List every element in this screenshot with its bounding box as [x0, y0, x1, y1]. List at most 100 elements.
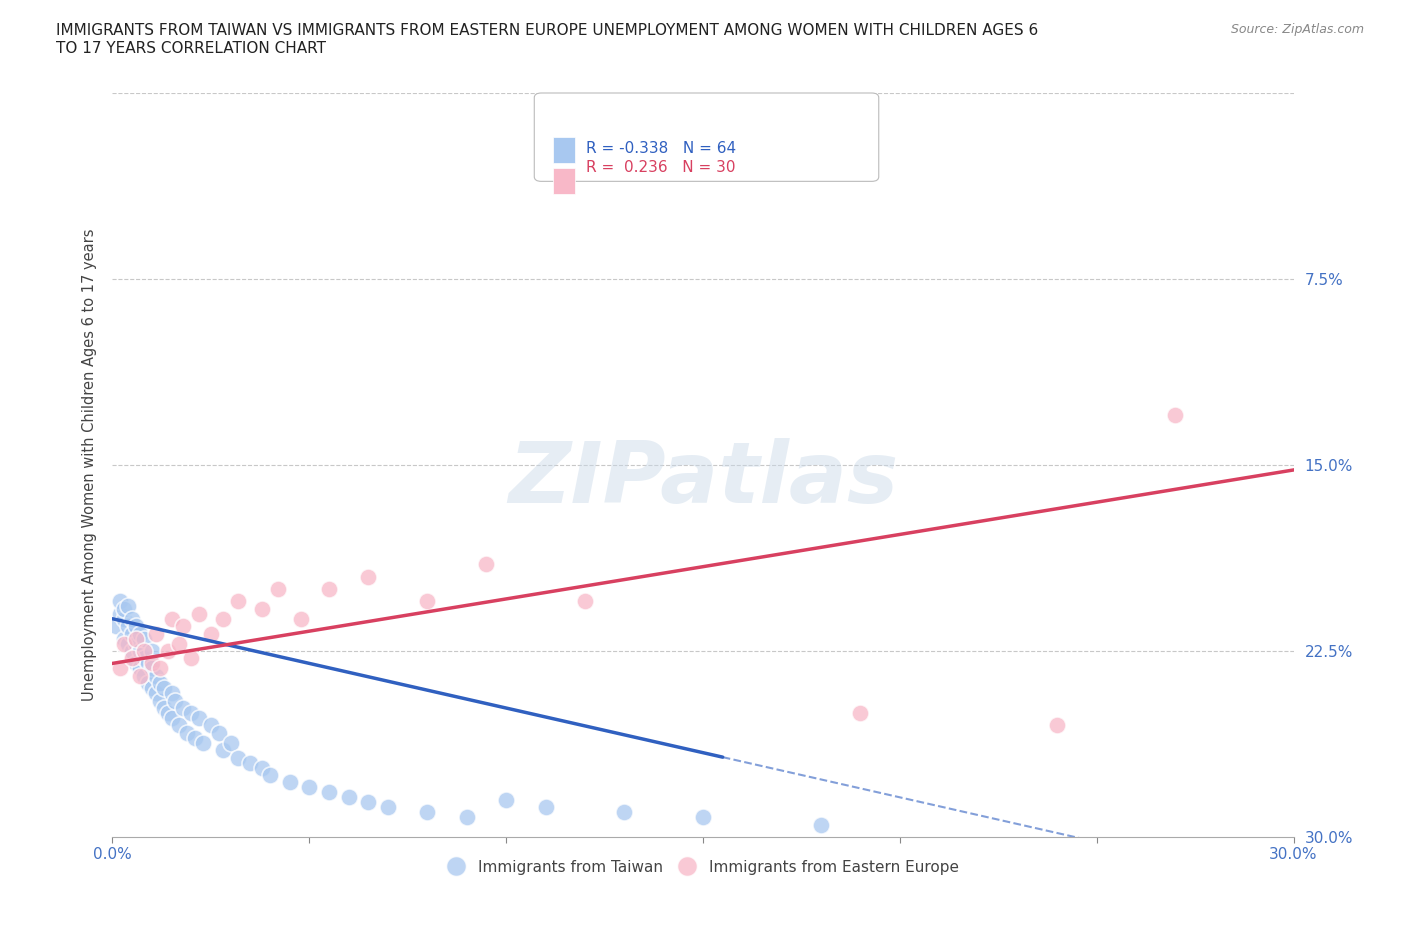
- Point: [112, 602, 135, 617]
- Point: [250, 602, 273, 617]
- Text: R =  0.236   N = 30: R = 0.236 N = 30: [586, 160, 735, 175]
- Text: R = -0.338   N = 64: R = -0.338 N = 64: [586, 141, 737, 156]
- Point: [191, 736, 214, 751]
- Point: [121, 651, 143, 666]
- Point: [188, 711, 211, 725]
- Point: [156, 644, 179, 658]
- Point: [141, 644, 163, 658]
- Point: [136, 676, 159, 691]
- Point: [495, 792, 517, 807]
- Point: [228, 594, 250, 609]
- Point: [117, 599, 139, 614]
- Point: [132, 631, 155, 646]
- Point: [121, 611, 143, 626]
- Point: [125, 636, 148, 651]
- Point: [121, 644, 143, 658]
- Point: [298, 780, 321, 795]
- Point: [200, 626, 222, 641]
- Point: [357, 569, 380, 584]
- Point: [176, 725, 198, 740]
- Point: [125, 656, 148, 671]
- Point: [211, 743, 233, 758]
- Point: [290, 611, 312, 626]
- Point: [117, 636, 139, 651]
- Point: [574, 594, 596, 609]
- Point: [132, 669, 155, 684]
- Point: [145, 626, 167, 641]
- Point: [172, 618, 194, 633]
- Legend: Immigrants from Taiwan, Immigrants from Eastern Europe: Immigrants from Taiwan, Immigrants from …: [441, 853, 965, 882]
- Point: [160, 685, 183, 700]
- Point: [112, 636, 135, 651]
- Point: [129, 661, 152, 676]
- Point: [267, 581, 290, 596]
- Point: [169, 636, 191, 651]
- Point: [200, 718, 222, 733]
- Point: [188, 606, 211, 621]
- Point: [129, 669, 152, 684]
- Point: [110, 606, 132, 621]
- Point: [110, 594, 132, 609]
- Point: [125, 618, 148, 633]
- Point: [692, 810, 714, 825]
- Point: [180, 706, 202, 721]
- Point: [1046, 718, 1069, 733]
- Text: Source: ZipAtlas.com: Source: ZipAtlas.com: [1230, 23, 1364, 36]
- Point: [149, 693, 172, 708]
- Point: [337, 790, 360, 804]
- Point: [534, 800, 557, 815]
- Point: [377, 800, 399, 815]
- Point: [250, 760, 273, 775]
- Point: [129, 626, 152, 641]
- Point: [318, 785, 340, 800]
- Point: [180, 651, 202, 666]
- Point: [228, 751, 250, 765]
- Point: [259, 767, 281, 782]
- Point: [145, 669, 167, 684]
- Text: IMMIGRANTS FROM TAIWAN VS IMMIGRANTS FROM EASTERN EUROPE UNEMPLOYMENT AMONG WOME: IMMIGRANTS FROM TAIWAN VS IMMIGRANTS FRO…: [56, 23, 1039, 56]
- Point: [152, 700, 174, 715]
- Point: [184, 730, 207, 745]
- Point: [145, 685, 167, 700]
- Point: [160, 711, 183, 725]
- Point: [141, 681, 163, 696]
- Point: [149, 676, 172, 691]
- Point: [141, 656, 163, 671]
- Point: [1164, 408, 1187, 423]
- Point: [132, 644, 155, 658]
- Point: [208, 725, 231, 740]
- Point: [475, 557, 498, 572]
- Point: [416, 804, 439, 819]
- Point: [160, 611, 183, 626]
- Point: [121, 626, 143, 641]
- Point: [156, 706, 179, 721]
- Point: [239, 755, 262, 770]
- Point: [165, 693, 187, 708]
- Point: [613, 804, 636, 819]
- Point: [136, 656, 159, 671]
- Point: [849, 706, 872, 721]
- Point: [219, 736, 242, 751]
- Point: [357, 795, 380, 810]
- Y-axis label: Unemployment Among Women with Children Ages 6 to 17 years: Unemployment Among Women with Children A…: [82, 229, 97, 701]
- Point: [110, 661, 132, 676]
- Text: ZIPatlas: ZIPatlas: [508, 438, 898, 522]
- Point: [810, 817, 832, 832]
- Point: [117, 618, 139, 633]
- Point: [149, 661, 172, 676]
- Point: [141, 661, 163, 676]
- Point: [278, 775, 301, 790]
- Point: [416, 594, 439, 609]
- Point: [112, 611, 135, 626]
- Point: [129, 644, 152, 658]
- Point: [172, 700, 194, 715]
- Point: [456, 810, 478, 825]
- Point: [132, 651, 155, 666]
- Point: [152, 681, 174, 696]
- Point: [318, 581, 340, 596]
- Point: [211, 611, 233, 626]
- Point: [112, 631, 135, 646]
- Point: [711, 148, 734, 163]
- Point: [125, 631, 148, 646]
- Point: [169, 718, 191, 733]
